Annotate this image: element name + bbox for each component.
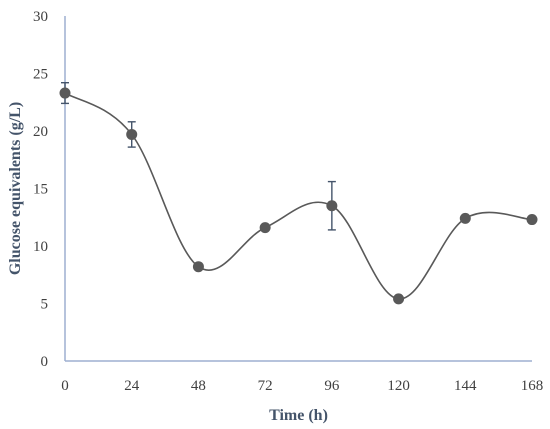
data-point bbox=[59, 87, 71, 99]
x-tick-label: 144 bbox=[454, 378, 477, 394]
x-tick-label: 72 bbox=[258, 378, 273, 394]
data-point bbox=[259, 222, 271, 234]
x-tick-label: 0 bbox=[61, 378, 69, 394]
y-tick-label: 5 bbox=[41, 297, 49, 313]
data-point bbox=[126, 128, 138, 140]
y-tick-labels: 0 5 10 15 20 25 30 bbox=[33, 9, 48, 370]
x-tick-label: 96 bbox=[324, 378, 340, 394]
data-point bbox=[192, 261, 204, 273]
series-line bbox=[64, 92, 533, 300]
y-tick-label: 0 bbox=[41, 354, 49, 370]
x-axis-title: Time (h) bbox=[269, 407, 328, 424]
y-tick-label: 30 bbox=[33, 9, 48, 25]
x-tick-label: 120 bbox=[387, 378, 410, 394]
x-tick-label: 24 bbox=[124, 378, 140, 394]
x-tick-label: 48 bbox=[191, 378, 206, 394]
data-point bbox=[326, 200, 338, 212]
x-tick-labels: 0 24 48 72 96 120 144 168 bbox=[61, 378, 543, 394]
error-bars bbox=[61, 81, 336, 231]
y-tick-label: 10 bbox=[33, 239, 48, 255]
y-axis-title: Glucose equivalents (g/L) bbox=[7, 102, 24, 275]
y-tick-label: 20 bbox=[33, 124, 48, 140]
axes bbox=[64, 16, 532, 362]
x-tick-label: 168 bbox=[521, 378, 544, 394]
data-points bbox=[59, 87, 538, 305]
data-point bbox=[393, 293, 405, 305]
y-tick-label: 15 bbox=[33, 182, 48, 198]
data-point bbox=[526, 214, 538, 226]
data-point bbox=[459, 212, 471, 224]
y-tick-label: 25 bbox=[33, 67, 48, 83]
